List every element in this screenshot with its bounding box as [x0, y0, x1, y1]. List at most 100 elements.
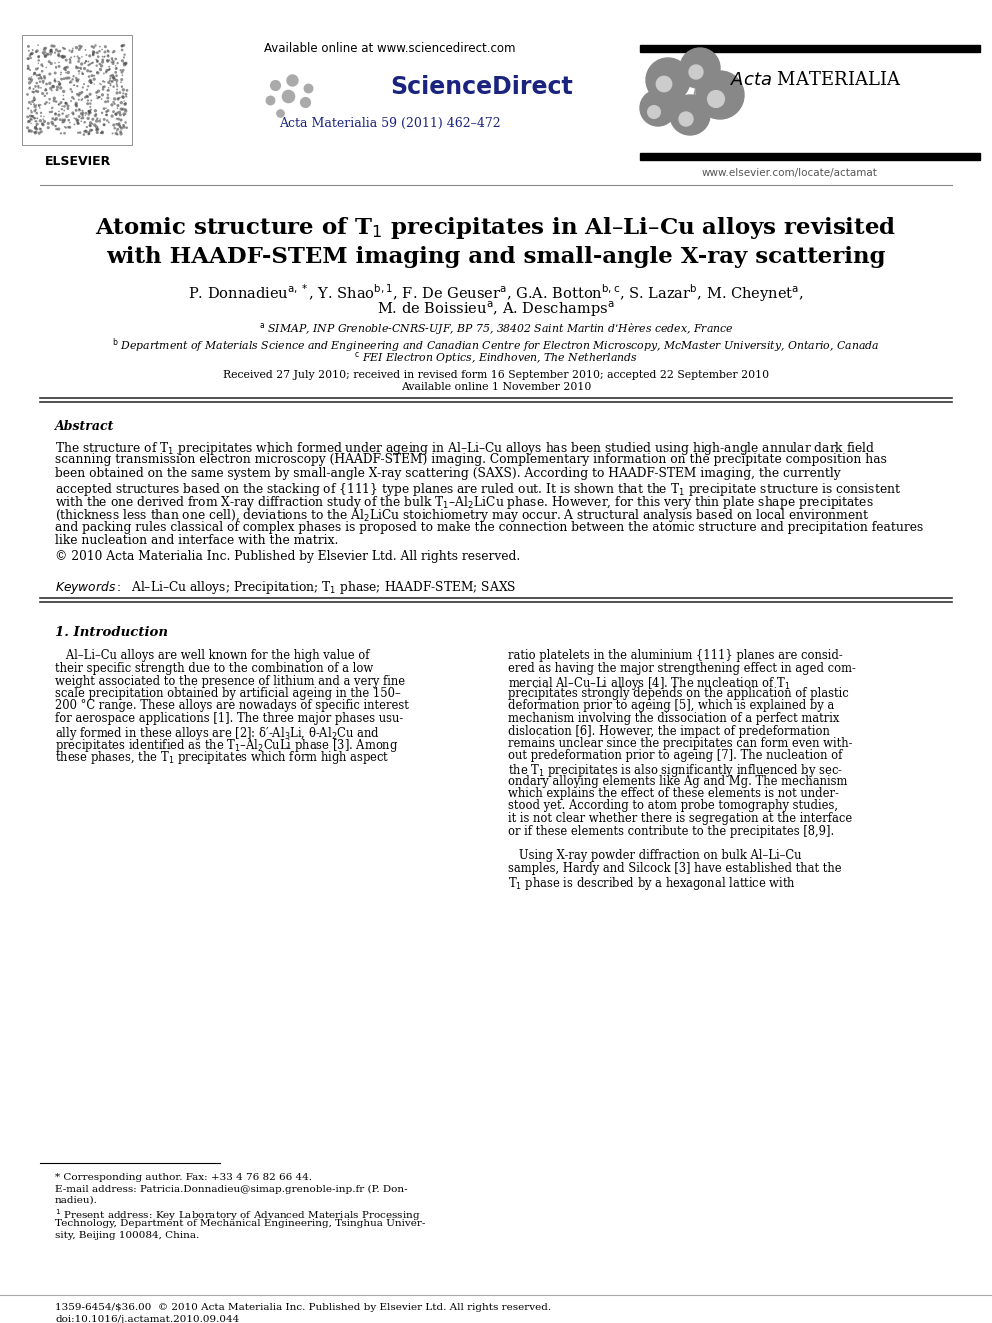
Point	[44, 36, 60, 57]
Point	[27, 107, 43, 128]
Text: The structure of T$_1$ precipitates which formed under ageing in Al–Li–Cu alloys: The structure of T$_1$ precipitates whic…	[55, 441, 875, 456]
Point	[108, 123, 124, 144]
Point	[21, 48, 37, 69]
Point	[65, 89, 81, 110]
Point	[69, 70, 85, 91]
Point	[81, 123, 97, 144]
Point	[28, 122, 44, 143]
Point	[31, 50, 47, 71]
Point	[37, 40, 53, 61]
Point	[31, 65, 47, 86]
Point	[50, 79, 65, 101]
Point	[90, 46, 106, 67]
Point	[79, 116, 95, 138]
Point	[24, 71, 40, 93]
Point	[70, 50, 86, 71]
Point	[66, 46, 82, 67]
Text: 1. Introduction: 1. Introduction	[55, 626, 168, 639]
Point	[78, 102, 94, 123]
Point	[29, 73, 45, 94]
Point	[23, 106, 39, 127]
Point	[94, 85, 110, 106]
Point	[81, 103, 97, 124]
Text: $^1$ Present address: Key Laboratory of Advanced Materials Processing: $^1$ Present address: Key Laboratory of …	[55, 1208, 421, 1224]
Point	[105, 101, 121, 122]
Point	[29, 58, 45, 79]
Point	[45, 98, 61, 119]
Point	[76, 111, 92, 132]
Point	[116, 53, 132, 74]
Point	[98, 105, 114, 126]
Point	[85, 42, 101, 64]
Point	[69, 75, 85, 97]
Point	[29, 40, 45, 61]
Point	[71, 99, 87, 120]
Point	[77, 53, 93, 74]
Point	[89, 62, 105, 83]
Point	[69, 46, 85, 67]
Point	[57, 58, 72, 79]
Point	[57, 123, 72, 144]
Point	[110, 108, 126, 130]
Point	[109, 98, 125, 119]
Point	[107, 89, 123, 110]
Point	[22, 77, 38, 98]
Point	[42, 89, 58, 110]
Point	[41, 116, 57, 138]
Point	[33, 102, 49, 123]
Point	[52, 73, 67, 94]
Text: $\it{Acta}$ MATERIALIA: $\it{Acta}$ MATERIALIA	[730, 71, 902, 89]
Point	[55, 103, 70, 124]
Point	[68, 57, 84, 78]
Point	[74, 89, 90, 110]
Point	[57, 67, 72, 89]
Point	[97, 91, 113, 112]
Point	[64, 87, 80, 108]
Point	[108, 56, 124, 77]
Text: nadieu).: nadieu).	[55, 1196, 98, 1205]
Point	[104, 71, 120, 93]
Point	[32, 71, 48, 93]
Point	[70, 69, 86, 90]
Point	[108, 65, 124, 86]
Point	[44, 112, 60, 134]
Point	[36, 73, 52, 94]
Point	[26, 65, 42, 86]
Point	[35, 83, 51, 105]
Point	[116, 103, 132, 124]
Point	[75, 77, 91, 98]
Point	[50, 45, 65, 66]
Point	[106, 41, 122, 62]
Point	[23, 108, 39, 130]
Point	[109, 75, 125, 97]
Point	[81, 66, 97, 87]
Point	[25, 40, 41, 61]
Text: precipitates strongly depends on the application of plastic: precipitates strongly depends on the app…	[508, 687, 849, 700]
Point	[29, 115, 45, 136]
Point	[21, 111, 37, 132]
Point	[267, 74, 283, 95]
Point	[32, 118, 48, 139]
Point	[83, 61, 99, 82]
Point	[78, 50, 94, 71]
Point	[63, 90, 79, 111]
Point	[74, 36, 90, 57]
Point	[100, 60, 116, 81]
Text: * Corresponding author. Fax: +33 4 76 82 66 44.: * Corresponding author. Fax: +33 4 76 82…	[55, 1174, 312, 1181]
Point	[62, 116, 77, 138]
Point	[92, 73, 108, 94]
Point	[35, 71, 51, 93]
Point	[34, 67, 50, 89]
Point	[82, 102, 98, 123]
Text: the T$_1$ precipitates is also significantly influenced by sec-: the T$_1$ precipitates is also significa…	[508, 762, 843, 779]
Point	[43, 78, 59, 99]
Point	[93, 74, 109, 95]
Point	[110, 119, 126, 140]
Point	[81, 122, 97, 143]
Point	[87, 105, 103, 126]
Point	[100, 45, 116, 66]
Point	[73, 90, 89, 111]
Point	[38, 41, 54, 62]
Point	[29, 65, 45, 86]
Point	[65, 66, 81, 87]
